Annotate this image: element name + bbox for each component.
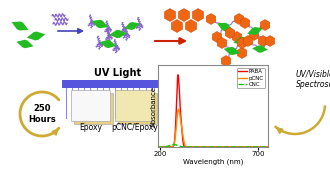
- PABA: [266, 146, 270, 148]
- Polygon shape: [92, 20, 108, 28]
- CNC: [263, 146, 267, 148]
- Polygon shape: [192, 9, 204, 22]
- PABA: [207, 146, 211, 148]
- Polygon shape: [212, 32, 222, 43]
- PABA: [156, 146, 160, 148]
- Line: CNC: CNC: [158, 145, 268, 147]
- pCNC: [266, 146, 270, 148]
- FancyBboxPatch shape: [72, 91, 111, 122]
- Text: UV/Visible
Spectroscopy: UV/Visible Spectroscopy: [296, 69, 330, 89]
- Polygon shape: [260, 19, 270, 30]
- pCNC: [156, 146, 160, 148]
- pCNC: [263, 146, 267, 148]
- Polygon shape: [217, 23, 233, 31]
- Polygon shape: [240, 18, 250, 29]
- Legend: PABA, pCNC, CNC: PABA, pCNC, CNC: [237, 68, 265, 88]
- PABA: [243, 146, 247, 148]
- FancyBboxPatch shape: [118, 94, 157, 125]
- Bar: [62, 80, 174, 88]
- CNC: [243, 146, 247, 148]
- X-axis label: Wavelength (nm): Wavelength (nm): [183, 159, 243, 165]
- Polygon shape: [217, 37, 227, 49]
- Polygon shape: [234, 13, 244, 25]
- pCNC: [243, 146, 247, 148]
- CNC: [263, 146, 267, 148]
- pCNC: [207, 146, 211, 148]
- Y-axis label: Absorbance: Absorbance: [150, 85, 157, 127]
- Line: PABA: PABA: [158, 75, 268, 147]
- Polygon shape: [237, 47, 247, 59]
- Polygon shape: [225, 28, 235, 39]
- Polygon shape: [124, 22, 140, 30]
- Polygon shape: [232, 32, 242, 43]
- pCNC: [162, 146, 166, 148]
- Line: pCNC: pCNC: [158, 109, 268, 147]
- Polygon shape: [16, 40, 34, 48]
- Polygon shape: [109, 30, 127, 38]
- PABA: [237, 146, 241, 148]
- PABA: [263, 146, 267, 148]
- Polygon shape: [258, 36, 268, 46]
- Polygon shape: [233, 37, 251, 45]
- Polygon shape: [164, 9, 176, 22]
- pCNC: [252, 146, 256, 148]
- Polygon shape: [179, 9, 190, 22]
- CNC: [210, 146, 214, 148]
- pCNC: [177, 108, 181, 110]
- Polygon shape: [237, 37, 247, 49]
- Polygon shape: [100, 40, 116, 48]
- Polygon shape: [27, 32, 45, 40]
- Polygon shape: [224, 47, 240, 55]
- Polygon shape: [265, 36, 275, 46]
- CNC: [172, 143, 176, 146]
- Polygon shape: [185, 19, 197, 33]
- Text: 250
Hours: 250 Hours: [28, 104, 56, 124]
- pCNC: [210, 146, 214, 148]
- pCNC: [263, 146, 267, 148]
- PABA: [263, 146, 267, 148]
- Polygon shape: [249, 29, 259, 40]
- Polygon shape: [252, 45, 268, 53]
- CNC: [207, 146, 211, 148]
- PABA: [210, 146, 214, 148]
- Text: Epoxy: Epoxy: [80, 123, 103, 132]
- Text: pCNC/Epoxy: pCNC/Epoxy: [112, 123, 158, 132]
- Text: UV Light: UV Light: [94, 68, 142, 78]
- CNC: [156, 146, 160, 148]
- PABA: [176, 74, 180, 76]
- Polygon shape: [12, 22, 28, 30]
- PABA: [162, 146, 166, 148]
- Polygon shape: [206, 13, 216, 25]
- Polygon shape: [247, 27, 263, 35]
- CNC: [266, 146, 270, 148]
- FancyBboxPatch shape: [115, 91, 154, 122]
- Polygon shape: [171, 19, 182, 33]
- FancyBboxPatch shape: [75, 94, 114, 125]
- Polygon shape: [243, 36, 253, 46]
- CNC: [162, 146, 166, 148]
- Polygon shape: [221, 56, 231, 67]
